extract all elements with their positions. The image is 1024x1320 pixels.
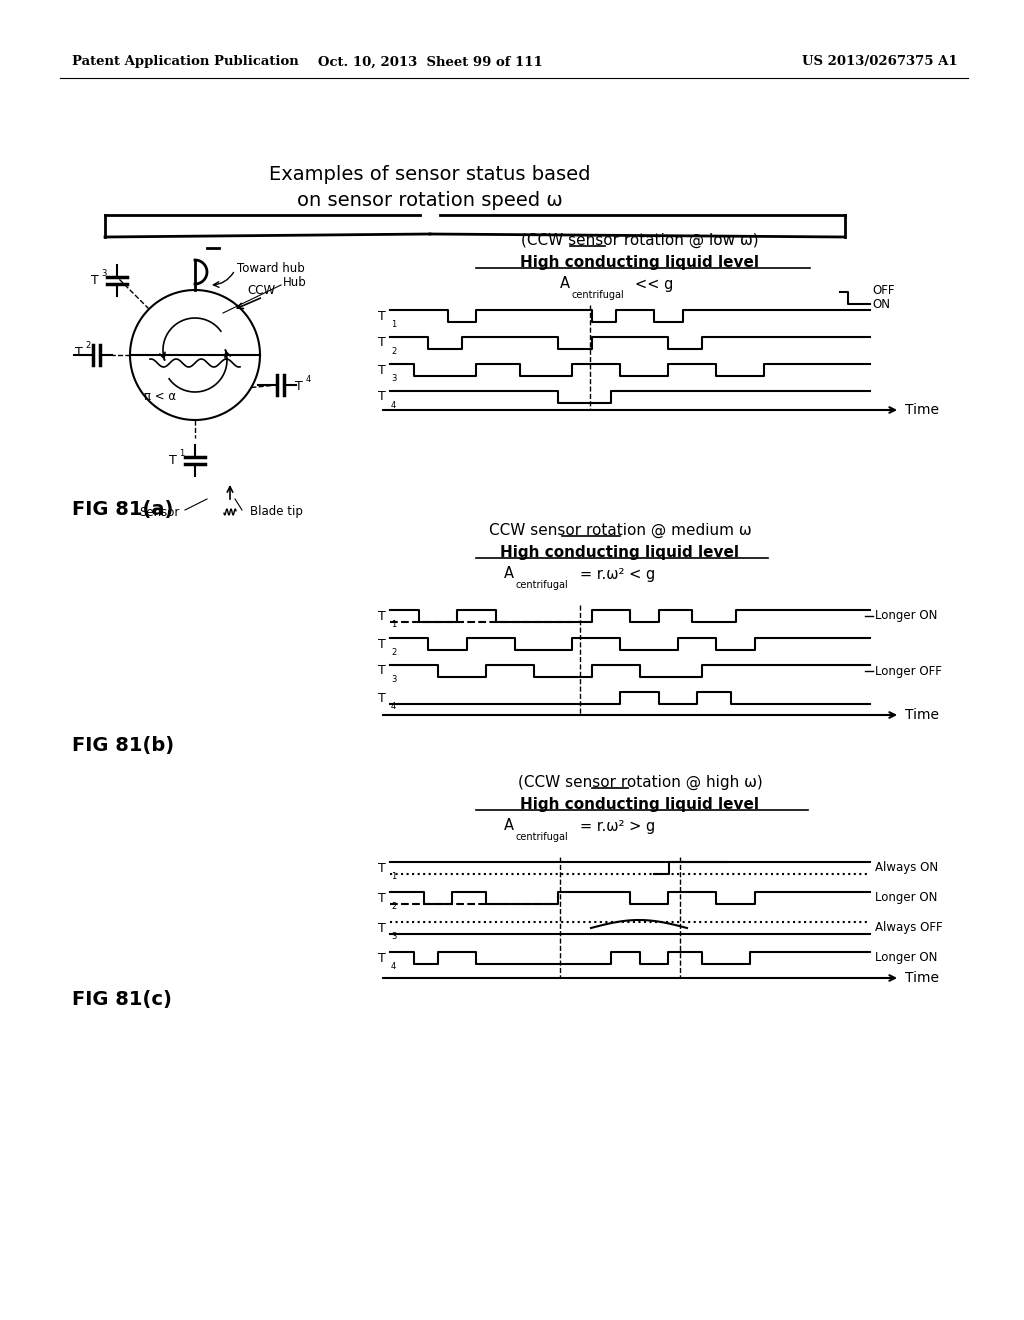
- Text: 2: 2: [391, 347, 396, 356]
- Text: T: T: [91, 273, 99, 286]
- Text: High conducting liquid level: High conducting liquid level: [501, 544, 739, 560]
- Text: Always ON: Always ON: [874, 862, 938, 874]
- Text: Longer ON: Longer ON: [874, 891, 937, 904]
- Text: T: T: [378, 309, 386, 322]
- Text: FIG 81(a): FIG 81(a): [72, 500, 173, 520]
- Text: 3: 3: [391, 675, 396, 684]
- Text: T: T: [378, 952, 386, 965]
- Text: ON: ON: [872, 297, 890, 310]
- Text: Time: Time: [905, 972, 939, 985]
- Text: T: T: [295, 380, 303, 393]
- Text: T: T: [378, 921, 386, 935]
- Text: A: A: [504, 818, 514, 833]
- Text: T: T: [378, 610, 386, 623]
- Text: Always OFF: Always OFF: [874, 921, 943, 935]
- Text: 1: 1: [179, 450, 184, 458]
- Text: A: A: [560, 276, 570, 292]
- Text: π < α: π < α: [144, 391, 176, 404]
- Text: 1: 1: [391, 319, 396, 329]
- Text: 1: 1: [391, 873, 396, 880]
- Text: centrifugal: centrifugal: [516, 579, 568, 590]
- Text: CCW: CCW: [247, 284, 275, 297]
- Text: centrifugal: centrifugal: [572, 290, 625, 300]
- Text: 2: 2: [85, 342, 91, 351]
- Text: T: T: [378, 891, 386, 904]
- Text: Blade tip: Blade tip: [250, 506, 303, 519]
- Text: Longer ON: Longer ON: [874, 952, 937, 965]
- Text: Toward hub: Toward hub: [237, 261, 305, 275]
- Text: US 2013/0267375 A1: US 2013/0267375 A1: [803, 55, 958, 69]
- Text: Longer ON: Longer ON: [874, 610, 937, 623]
- Text: High conducting liquid level: High conducting liquid level: [520, 796, 760, 812]
- Text: (CCW sensor rotation @ low ω): (CCW sensor rotation @ low ω): [521, 232, 759, 248]
- Text: 4: 4: [305, 375, 310, 384]
- Text: T: T: [378, 862, 386, 874]
- Text: T: T: [378, 363, 386, 376]
- Text: 4: 4: [391, 702, 396, 711]
- Text: 3: 3: [101, 269, 106, 279]
- Text: Longer OFF: Longer OFF: [874, 664, 942, 677]
- Text: = r.ω² < g: = r.ω² < g: [580, 566, 655, 582]
- Text: 2: 2: [391, 902, 396, 911]
- Text: centrifugal: centrifugal: [516, 832, 568, 842]
- Text: T: T: [378, 337, 386, 350]
- Text: on sensor rotation speed ω: on sensor rotation speed ω: [297, 190, 563, 210]
- Text: T: T: [378, 638, 386, 651]
- Text: Sensor: Sensor: [139, 506, 180, 519]
- Text: CCW sensor rotation @ medium ω: CCW sensor rotation @ medium ω: [488, 523, 752, 537]
- Text: 3: 3: [391, 374, 396, 383]
- Text: Oct. 10, 2013  Sheet 99 of 111: Oct. 10, 2013 Sheet 99 of 111: [317, 55, 543, 69]
- Text: 3: 3: [391, 932, 396, 941]
- Text: 2: 2: [391, 648, 396, 657]
- Text: = r.ω² > g: = r.ω² > g: [580, 818, 655, 833]
- Text: T: T: [169, 454, 177, 466]
- Text: Examples of sensor status based: Examples of sensor status based: [269, 165, 591, 185]
- Text: A: A: [504, 566, 514, 582]
- Text: High conducting liquid level: High conducting liquid level: [520, 255, 760, 269]
- Text: << g: << g: [635, 276, 674, 292]
- Text: FIG 81(b): FIG 81(b): [72, 735, 174, 755]
- Text: 4: 4: [391, 962, 396, 972]
- Text: 4: 4: [391, 401, 396, 411]
- Text: FIG 81(c): FIG 81(c): [72, 990, 172, 1010]
- Text: T: T: [75, 346, 83, 359]
- Text: Time: Time: [905, 708, 939, 722]
- Text: Patent Application Publication: Patent Application Publication: [72, 55, 299, 69]
- Text: T: T: [378, 692, 386, 705]
- Text: T: T: [378, 664, 386, 677]
- Text: Time: Time: [905, 403, 939, 417]
- Text: (CCW sensor rotation @ high ω): (CCW sensor rotation @ high ω): [517, 775, 763, 789]
- Text: 1: 1: [391, 620, 396, 630]
- Text: OFF: OFF: [872, 284, 895, 297]
- Text: T: T: [378, 391, 386, 404]
- Text: Hub: Hub: [283, 276, 307, 289]
